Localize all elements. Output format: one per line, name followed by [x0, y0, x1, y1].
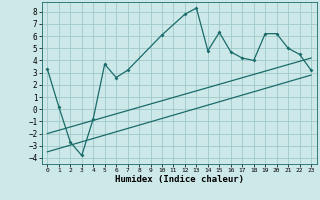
X-axis label: Humidex (Indice chaleur): Humidex (Indice chaleur) — [115, 175, 244, 184]
